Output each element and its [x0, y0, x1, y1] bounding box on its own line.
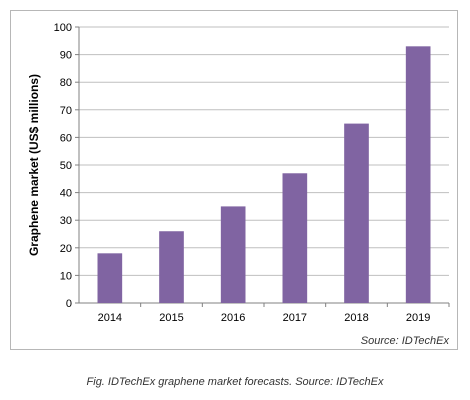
y-tick-label: 60: [60, 132, 72, 144]
x-tick-label: 2019: [406, 312, 430, 324]
x-tick-label: 2015: [159, 312, 183, 324]
source-note: Source: IDTechEx: [360, 335, 449, 347]
y-tick-label: 70: [60, 105, 72, 117]
figure-caption: Fig. IDTechEx graphene market forecasts.…: [86, 376, 384, 388]
bar-2016: [220, 206, 246, 303]
y-tick-label: 20: [60, 243, 72, 255]
bar-chart: 0 10 20 30 40 50 60 70 80 90 100 2014 2015 2016 2017 20…: [27, 22, 450, 324]
y-tick-label: 100: [54, 22, 72, 34]
bar-2019: [405, 46, 431, 303]
y-tick-label: 90: [60, 50, 72, 62]
bar-2014: [97, 253, 123, 303]
x-tick-label: 2014: [98, 312, 122, 324]
x-tick-label: 2018: [344, 312, 368, 324]
bar-2018: [344, 123, 369, 303]
x-tick-label: 2016: [221, 312, 245, 324]
y-tick-label: 30: [60, 215, 72, 227]
y-tick-label: 10: [60, 270, 72, 282]
y-axis-label: Graphene market (US$ millions): [27, 74, 41, 256]
y-tick-label: 40: [60, 188, 72, 200]
y-tick-label: 50: [60, 160, 72, 172]
x-tick-label: 2017: [283, 312, 307, 324]
chart-frame: 0 10 20 30 40 50 60 70 80 90 100 2014 2015 2016 2017 20…: [10, 10, 458, 350]
y-tick-label: 0: [66, 298, 72, 310]
y-tick-label: 80: [60, 77, 72, 89]
bar-2017: [282, 173, 308, 303]
bar-2015: [159, 231, 184, 303]
